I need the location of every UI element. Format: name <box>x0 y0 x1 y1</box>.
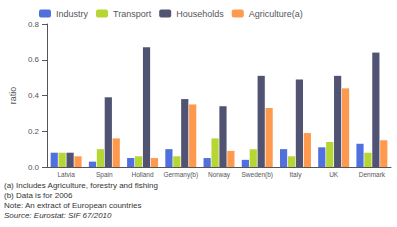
svg-text:0.2: 0.2 <box>28 127 40 136</box>
svg-text:Households: Households <box>176 9 224 19</box>
svg-text:Industry: Industry <box>56 9 89 19</box>
svg-text:0.6: 0.6 <box>28 55 40 64</box>
svg-text:Sweden(b): Sweden(b) <box>242 171 273 179</box>
svg-text:Transport: Transport <box>113 9 152 19</box>
svg-text:Norway: Norway <box>208 171 231 179</box>
svg-text:Denmark: Denmark <box>359 171 386 178</box>
svg-text:Latvia: Latvia <box>57 171 75 178</box>
svg-text:(a) Includes Agriculture, fore: (a) Includes Agriculture, forestry and f… <box>4 181 158 190</box>
svg-text:UK: UK <box>329 171 339 178</box>
svg-text:Note: An extract of European c: Note: An extract of European countries <box>4 201 141 210</box>
svg-text:Agriculture(a): Agriculture(a) <box>249 9 303 19</box>
svg-text:(b) Data is for 2006: (b) Data is for 2006 <box>4 191 73 200</box>
svg-text:Germany(b): Germany(b) <box>163 171 198 179</box>
svg-text:Source: Eurostat: SIF 67/2010: Source: Eurostat: SIF 67/2010 <box>4 211 112 220</box>
svg-text:ratio: ratio <box>8 87 18 105</box>
svg-text:Holland: Holland <box>132 171 154 178</box>
svg-text:0.4: 0.4 <box>28 91 40 100</box>
svg-text:0.0: 0.0 <box>28 163 40 172</box>
svg-text:0.8: 0.8 <box>28 20 40 29</box>
svg-text:Spain: Spain <box>96 171 113 179</box>
svg-text:Italy: Italy <box>289 171 302 179</box>
